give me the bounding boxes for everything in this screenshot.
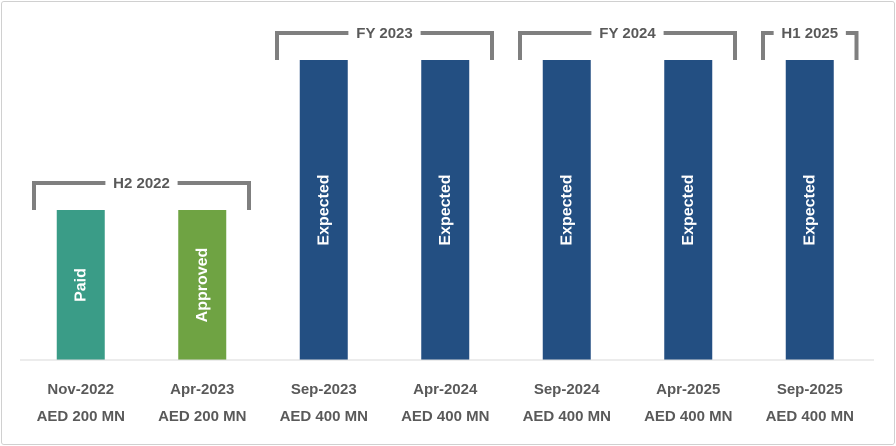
amount-label: AED 200 MN	[158, 408, 246, 425]
period-label: H2 2022	[113, 175, 170, 192]
period-label: FY 2024	[599, 25, 656, 42]
bracket-left	[32, 181, 106, 210]
category-label: Sep-2025	[777, 381, 843, 398]
bar-sep-2024	[542, 60, 591, 360]
bracket-right	[177, 181, 251, 210]
bar-status-label: Expected	[315, 174, 332, 245]
amount-label: AED 400 MN	[644, 408, 732, 425]
bar-status-label: Expected	[680, 174, 697, 245]
category-label: Sep-2023	[291, 381, 357, 398]
bar-status-label: Expected	[801, 174, 818, 245]
category-label: Apr-2025	[656, 381, 720, 398]
period-brackets: H2 2022 FY 2023 FY 2024 H1 2025	[32, 25, 859, 210]
amount-label: AED 200 MN	[37, 408, 125, 425]
category-labels: Nov-2022 AED 200 MN Apr-2023 AED 200 MN Sep-…	[37, 381, 854, 425]
category-label: Nov-2022	[47, 381, 114, 398]
bar-apr-2024	[421, 60, 470, 360]
period-bracket-h1-2025: H1 2025	[761, 25, 859, 60]
category-label: Apr-2024	[413, 381, 478, 398]
bar-status-label: Approved	[194, 248, 211, 323]
amount-label: AED 400 MN	[523, 408, 611, 425]
period-label: H1 2025	[781, 25, 838, 42]
amount-label: AED 400 MN	[401, 408, 489, 425]
bracket-left	[275, 31, 349, 60]
period-bracket-fy-2023: FY 2023	[275, 25, 494, 60]
amount-label: AED 400 MN	[766, 408, 854, 425]
bars: Paid Approved Expected Expected Expected Expe…	[56, 60, 834, 360]
period-label: FY 2023	[356, 25, 412, 42]
bar-status-label: Paid	[72, 268, 89, 302]
bar-status-label: Expected	[437, 174, 454, 245]
bracket-right	[845, 31, 859, 60]
category-label: Sep-2024	[534, 381, 601, 398]
category-label: Apr-2023	[170, 381, 234, 398]
bar-sep-2025	[785, 60, 834, 360]
bracket-left	[518, 31, 592, 60]
bar-status-label: Expected	[558, 174, 575, 245]
amount-label: AED 400 MN	[280, 408, 368, 425]
bracket-right	[420, 31, 494, 60]
period-bracket-fy-2024: FY 2024	[518, 25, 737, 60]
bar-nov-2022	[56, 210, 105, 360]
bar-apr-2025	[664, 60, 713, 360]
bar-sep-2023	[299, 60, 348, 360]
bracket-left	[761, 31, 774, 60]
period-bracket-h2-2022: H2 2022	[32, 175, 251, 210]
bracket-right	[663, 31, 737, 60]
bar-apr-2023	[178, 210, 227, 360]
